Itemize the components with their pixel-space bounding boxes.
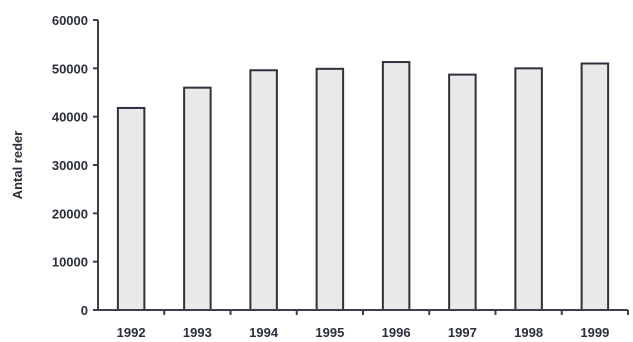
y-axis-title: Antal reder [10,131,25,200]
y-tick-label: 0 [81,303,88,318]
bar-1996 [381,61,411,311]
bar-1997 [448,73,477,311]
x-tick-label-1996: 1996 [382,325,411,340]
x-tick-label-1992: 1992 [117,325,146,340]
bar-1998 [514,67,543,312]
bar-1999 [580,62,610,311]
x-tick-label-1995: 1995 [315,325,344,340]
y-tick-label: 10000 [52,255,88,270]
y-tick-label: 60000 [52,13,88,28]
bar-1992 [116,106,146,312]
bar-1993 [183,86,212,311]
x-tick-label-1999: 1999 [580,325,609,340]
bar-1995 [315,67,345,311]
x-tick-label-1994: 1994 [249,325,279,340]
y-tick-label: 30000 [52,158,88,173]
y-axis-ticks: 0 10000 20000 30000 40000 50000 60000 [52,13,98,318]
x-tick-label-1998: 1998 [514,325,543,340]
bars [116,61,610,312]
x-tick-label-1993: 1993 [183,325,212,340]
bar-1994 [249,69,278,312]
y-tick-label: 40000 [52,110,88,125]
x-axis-ticks: 1992 1993 1994 1995 1996 1997 1998 1999 [117,310,629,340]
x-tick-label-1997: 1997 [448,325,477,340]
y-tick-label: 50000 [52,61,88,76]
y-tick-label: 20000 [52,206,88,221]
